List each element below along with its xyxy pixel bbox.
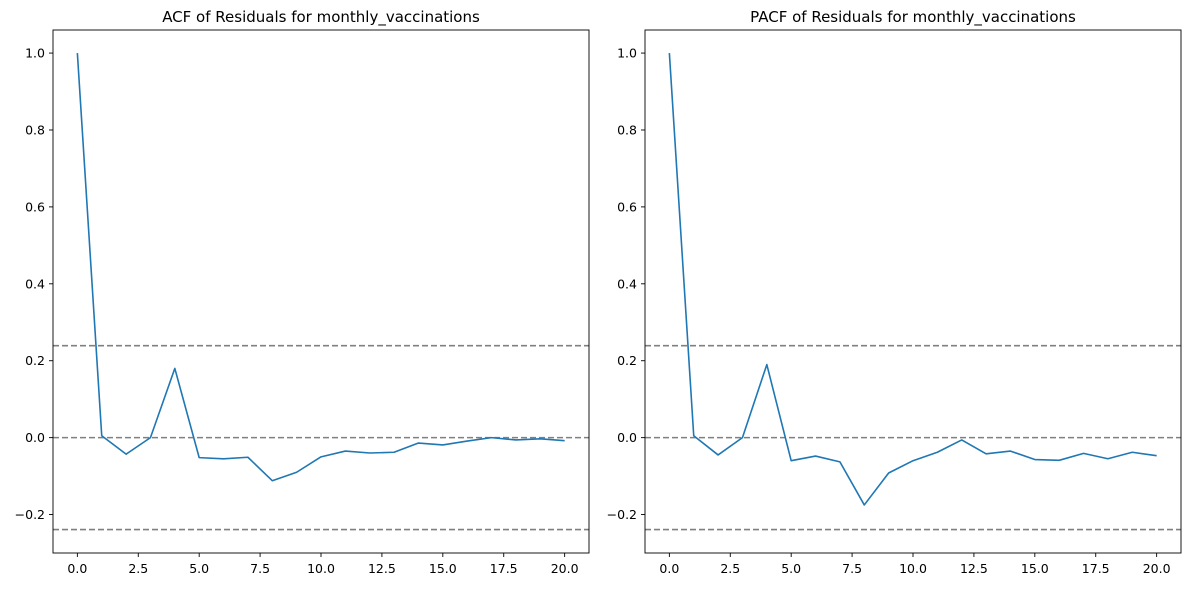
- y-tick-label: 0.4: [25, 276, 45, 291]
- y-tick-label: 0.4: [617, 276, 637, 291]
- chart-panel-pacf: PACF of Residuals for monthly_vaccinatio…: [607, 8, 1182, 576]
- x-tick-label: 15.0: [1021, 561, 1049, 576]
- series-line: [668, 53, 1157, 506]
- y-tick-label: −0.2: [607, 507, 637, 522]
- x-tick-label: 10.0: [899, 561, 927, 576]
- x-tick-label: 20.0: [551, 561, 579, 576]
- y-tick-label: 1.0: [617, 46, 637, 61]
- x-tick-label: 12.5: [368, 561, 396, 576]
- x-tick-label: 7.5: [842, 561, 862, 576]
- y-tick-label: 0.6: [617, 199, 637, 214]
- chart-title: ACF of Residuals for monthly_vaccination…: [162, 8, 480, 27]
- y-tick-label: −0.2: [15, 507, 45, 522]
- x-tick-label: 0.0: [67, 561, 87, 576]
- x-tick-label: 2.5: [128, 561, 148, 576]
- x-tick-label: 17.5: [1082, 561, 1110, 576]
- y-tick-label: 1.0: [25, 46, 45, 61]
- x-tick-label: 2.5: [720, 561, 740, 576]
- chart-panel-acf: ACF of Residuals for monthly_vaccination…: [15, 8, 590, 576]
- y-tick-label: 0.0: [617, 430, 637, 445]
- x-tick-label: 0.0: [659, 561, 679, 576]
- series-line: [76, 53, 565, 482]
- plot-frame: [52, 29, 590, 554]
- chart-title: PACF of Residuals for monthly_vaccinatio…: [750, 8, 1076, 27]
- y-tick-label: 0.8: [25, 122, 45, 137]
- x-tick-label: 10.0: [307, 561, 335, 576]
- x-tick-label: 12.5: [960, 561, 988, 576]
- plot-frame: [644, 29, 1182, 554]
- x-tick-label: 20.0: [1143, 561, 1171, 576]
- y-tick-label: 0.8: [617, 122, 637, 137]
- x-tick-label: 17.5: [490, 561, 518, 576]
- x-tick-label: 5.0: [781, 561, 801, 576]
- x-tick-label: 5.0: [189, 561, 209, 576]
- y-tick-label: 0.0: [25, 430, 45, 445]
- x-tick-label: 7.5: [250, 561, 270, 576]
- x-tick-label: 15.0: [429, 561, 457, 576]
- y-tick-label: 0.2: [617, 353, 637, 368]
- y-tick-label: 0.6: [25, 199, 45, 214]
- y-tick-label: 0.2: [25, 353, 45, 368]
